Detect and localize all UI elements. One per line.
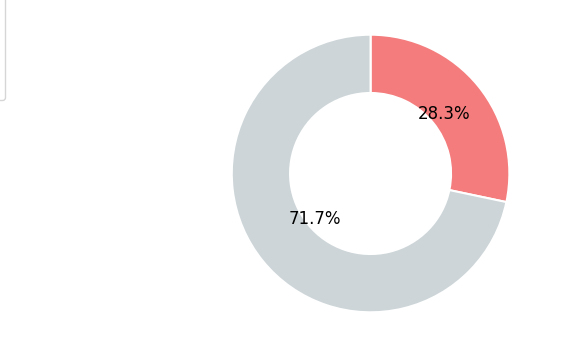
Text: 28.3%: 28.3% [417,105,470,123]
Legend: Posts with
beneficiaries, Posts without
beneficiaries: Posts with beneficiaries, Posts without … [0,0,5,100]
Text: 71.7%: 71.7% [288,210,341,228]
Wedge shape [232,35,507,312]
Wedge shape [371,35,510,202]
